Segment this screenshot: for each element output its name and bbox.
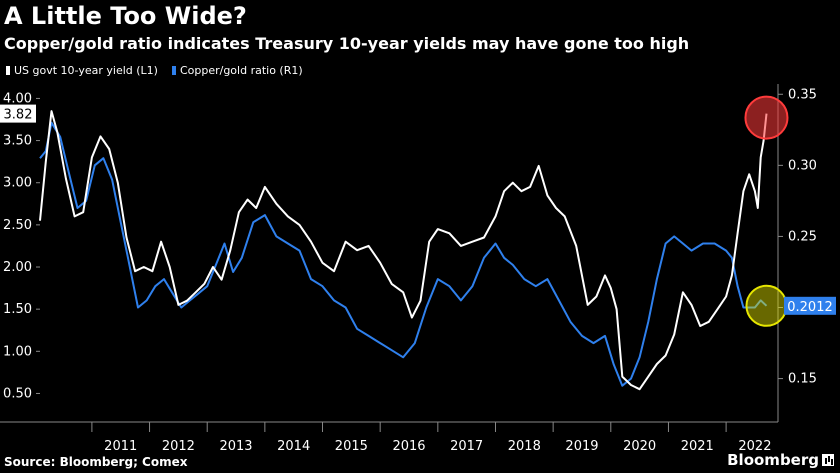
- yield-highlight-circle: [744, 95, 789, 140]
- chart-subtitle: Copper/gold ratio indicates Treasury 10-…: [4, 34, 690, 53]
- x-tick-label: 2018: [508, 439, 541, 454]
- x-tick-label: 2014: [277, 439, 310, 454]
- legend-swatch-yield: [6, 66, 10, 75]
- right-tick-label: 0.15: [788, 372, 817, 387]
- legend-label-yield: US govt 10-year yield (L1): [14, 64, 158, 77]
- x-tick-label: 2016: [392, 439, 425, 454]
- last-value-right-label: 0.2012: [787, 300, 833, 315]
- brand-name: Bloomberg: [727, 451, 819, 469]
- chart-title: A Little Too Wide?: [4, 2, 247, 30]
- last-value-left-box: [0, 104, 36, 123]
- legend-item-ratio: Copper/gold ratio (R1): [171, 64, 303, 77]
- right-tick-label: 0.30: [788, 158, 817, 173]
- legend-swatch-ratio: [171, 66, 176, 75]
- x-tick-label: 2020: [623, 439, 656, 454]
- last-value-right-box: [784, 296, 836, 315]
- legend-item-yield: US govt 10-year yield (L1): [6, 64, 158, 77]
- yield-series-line: [39, 110, 768, 391]
- left-tick-label: 3.00: [3, 176, 32, 191]
- legend: US govt 10-year yield (L1) Copper/gold r…: [6, 64, 303, 77]
- x-tick-label: 2017: [450, 439, 483, 454]
- ratio-highlight-circle: [745, 284, 788, 327]
- source-note: Source: Bloomberg; Comex: [4, 455, 188, 469]
- x-tick-label: 2021: [681, 439, 714, 454]
- legend-label-ratio: Copper/gold ratio (R1): [179, 64, 303, 77]
- left-tick-label: 0.50: [3, 386, 32, 401]
- bloomberg-logo: Bloomberg: [727, 451, 834, 469]
- x-tick-label: 2015: [335, 439, 368, 454]
- left-tick-label: 1.00: [3, 344, 32, 359]
- left-tick-label: 3.50: [3, 134, 32, 149]
- left-tick-label: 2.00: [3, 260, 32, 275]
- x-tick-label: 2013: [219, 439, 252, 454]
- x-tick-label: 2011: [104, 439, 137, 454]
- left-tick-label: 1.50: [3, 302, 32, 317]
- left-tick-label: 2.50: [3, 218, 32, 233]
- bloomberg-mark-icon: [822, 454, 834, 466]
- x-tick-label: 2022: [738, 439, 771, 454]
- x-tick-label: 2019: [565, 439, 598, 454]
- copper-gold-series-line: [39, 121, 768, 387]
- x-tick-label: 2012: [162, 439, 195, 454]
- right-tick-label: 0.35: [788, 87, 817, 102]
- left-tick-label: 4.00: [3, 91, 32, 106]
- right-tick-label: 0.25: [788, 229, 817, 244]
- last-value-left-label: 3.82: [4, 108, 33, 123]
